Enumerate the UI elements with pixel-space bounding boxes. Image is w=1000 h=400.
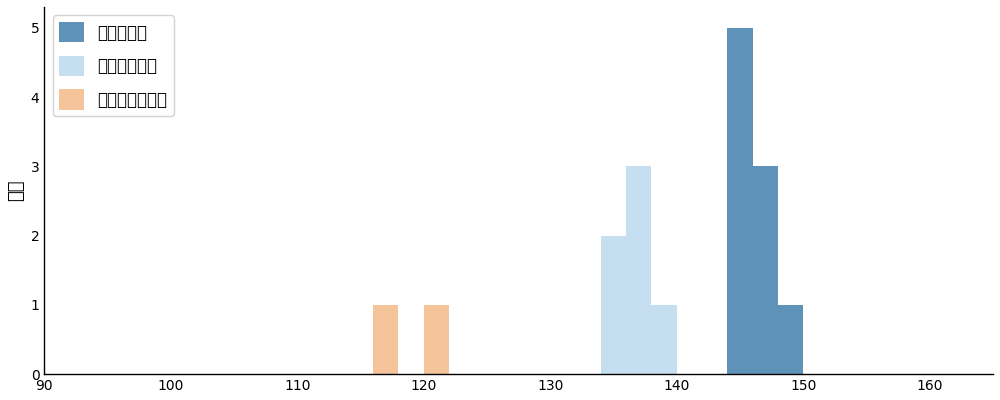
- Bar: [424, 305, 449, 374]
- Bar: [601, 236, 626, 374]
- Bar: [753, 166, 778, 374]
- Bar: [651, 305, 677, 374]
- Bar: [778, 305, 803, 374]
- Bar: [727, 28, 753, 374]
- Y-axis label: 球数: 球数: [7, 180, 25, 201]
- Bar: [373, 305, 398, 374]
- Legend: ストレート, カットボール, チェンジアップ: ストレート, カットボール, チェンジアップ: [53, 15, 174, 116]
- Bar: [626, 166, 651, 374]
